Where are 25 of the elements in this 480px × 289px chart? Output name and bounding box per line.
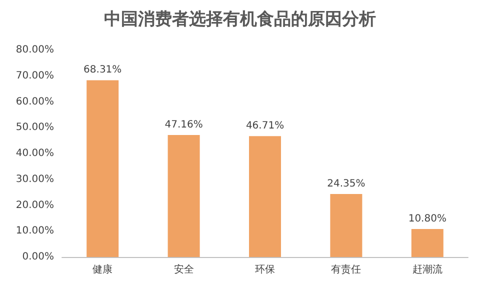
y-tick-label: 80.00%: [16, 44, 54, 56]
y-tick-label: 10.00%: [16, 226, 54, 237]
x-tick-label: 安全: [174, 264, 194, 276]
y-tick-label: 20.00%: [16, 200, 54, 211]
bar: [168, 134, 200, 257]
data-label: 46.71%: [246, 120, 284, 132]
bar: [86, 80, 119, 257]
x-tick-label: 环保: [255, 264, 275, 276]
bar: [249, 136, 281, 257]
data-label: 24.35%: [327, 178, 366, 190]
y-tick-label: 30.00%: [16, 174, 54, 185]
y-tick-label: 50.00%: [16, 122, 54, 134]
x-tick-label: 赶潮流: [412, 264, 442, 276]
x-tick-label: 有责任: [331, 264, 362, 276]
chart-title: 中国消费者选择有机食品的原因分析: [104, 10, 376, 30]
data-label: 10.80%: [408, 214, 446, 225]
y-tick-label: 0.00%: [22, 252, 54, 262]
y-tick-label: 40.00%: [16, 148, 54, 159]
data-label: 47.16%: [164, 119, 203, 130]
bar: [330, 194, 362, 257]
bar: [411, 229, 444, 257]
y-tick-label: 70.00%: [16, 70, 54, 82]
x-tick-label: 健康: [92, 264, 113, 276]
y-tick-label: 60.00%: [16, 96, 54, 108]
data-label: 68.31%: [84, 64, 122, 76]
